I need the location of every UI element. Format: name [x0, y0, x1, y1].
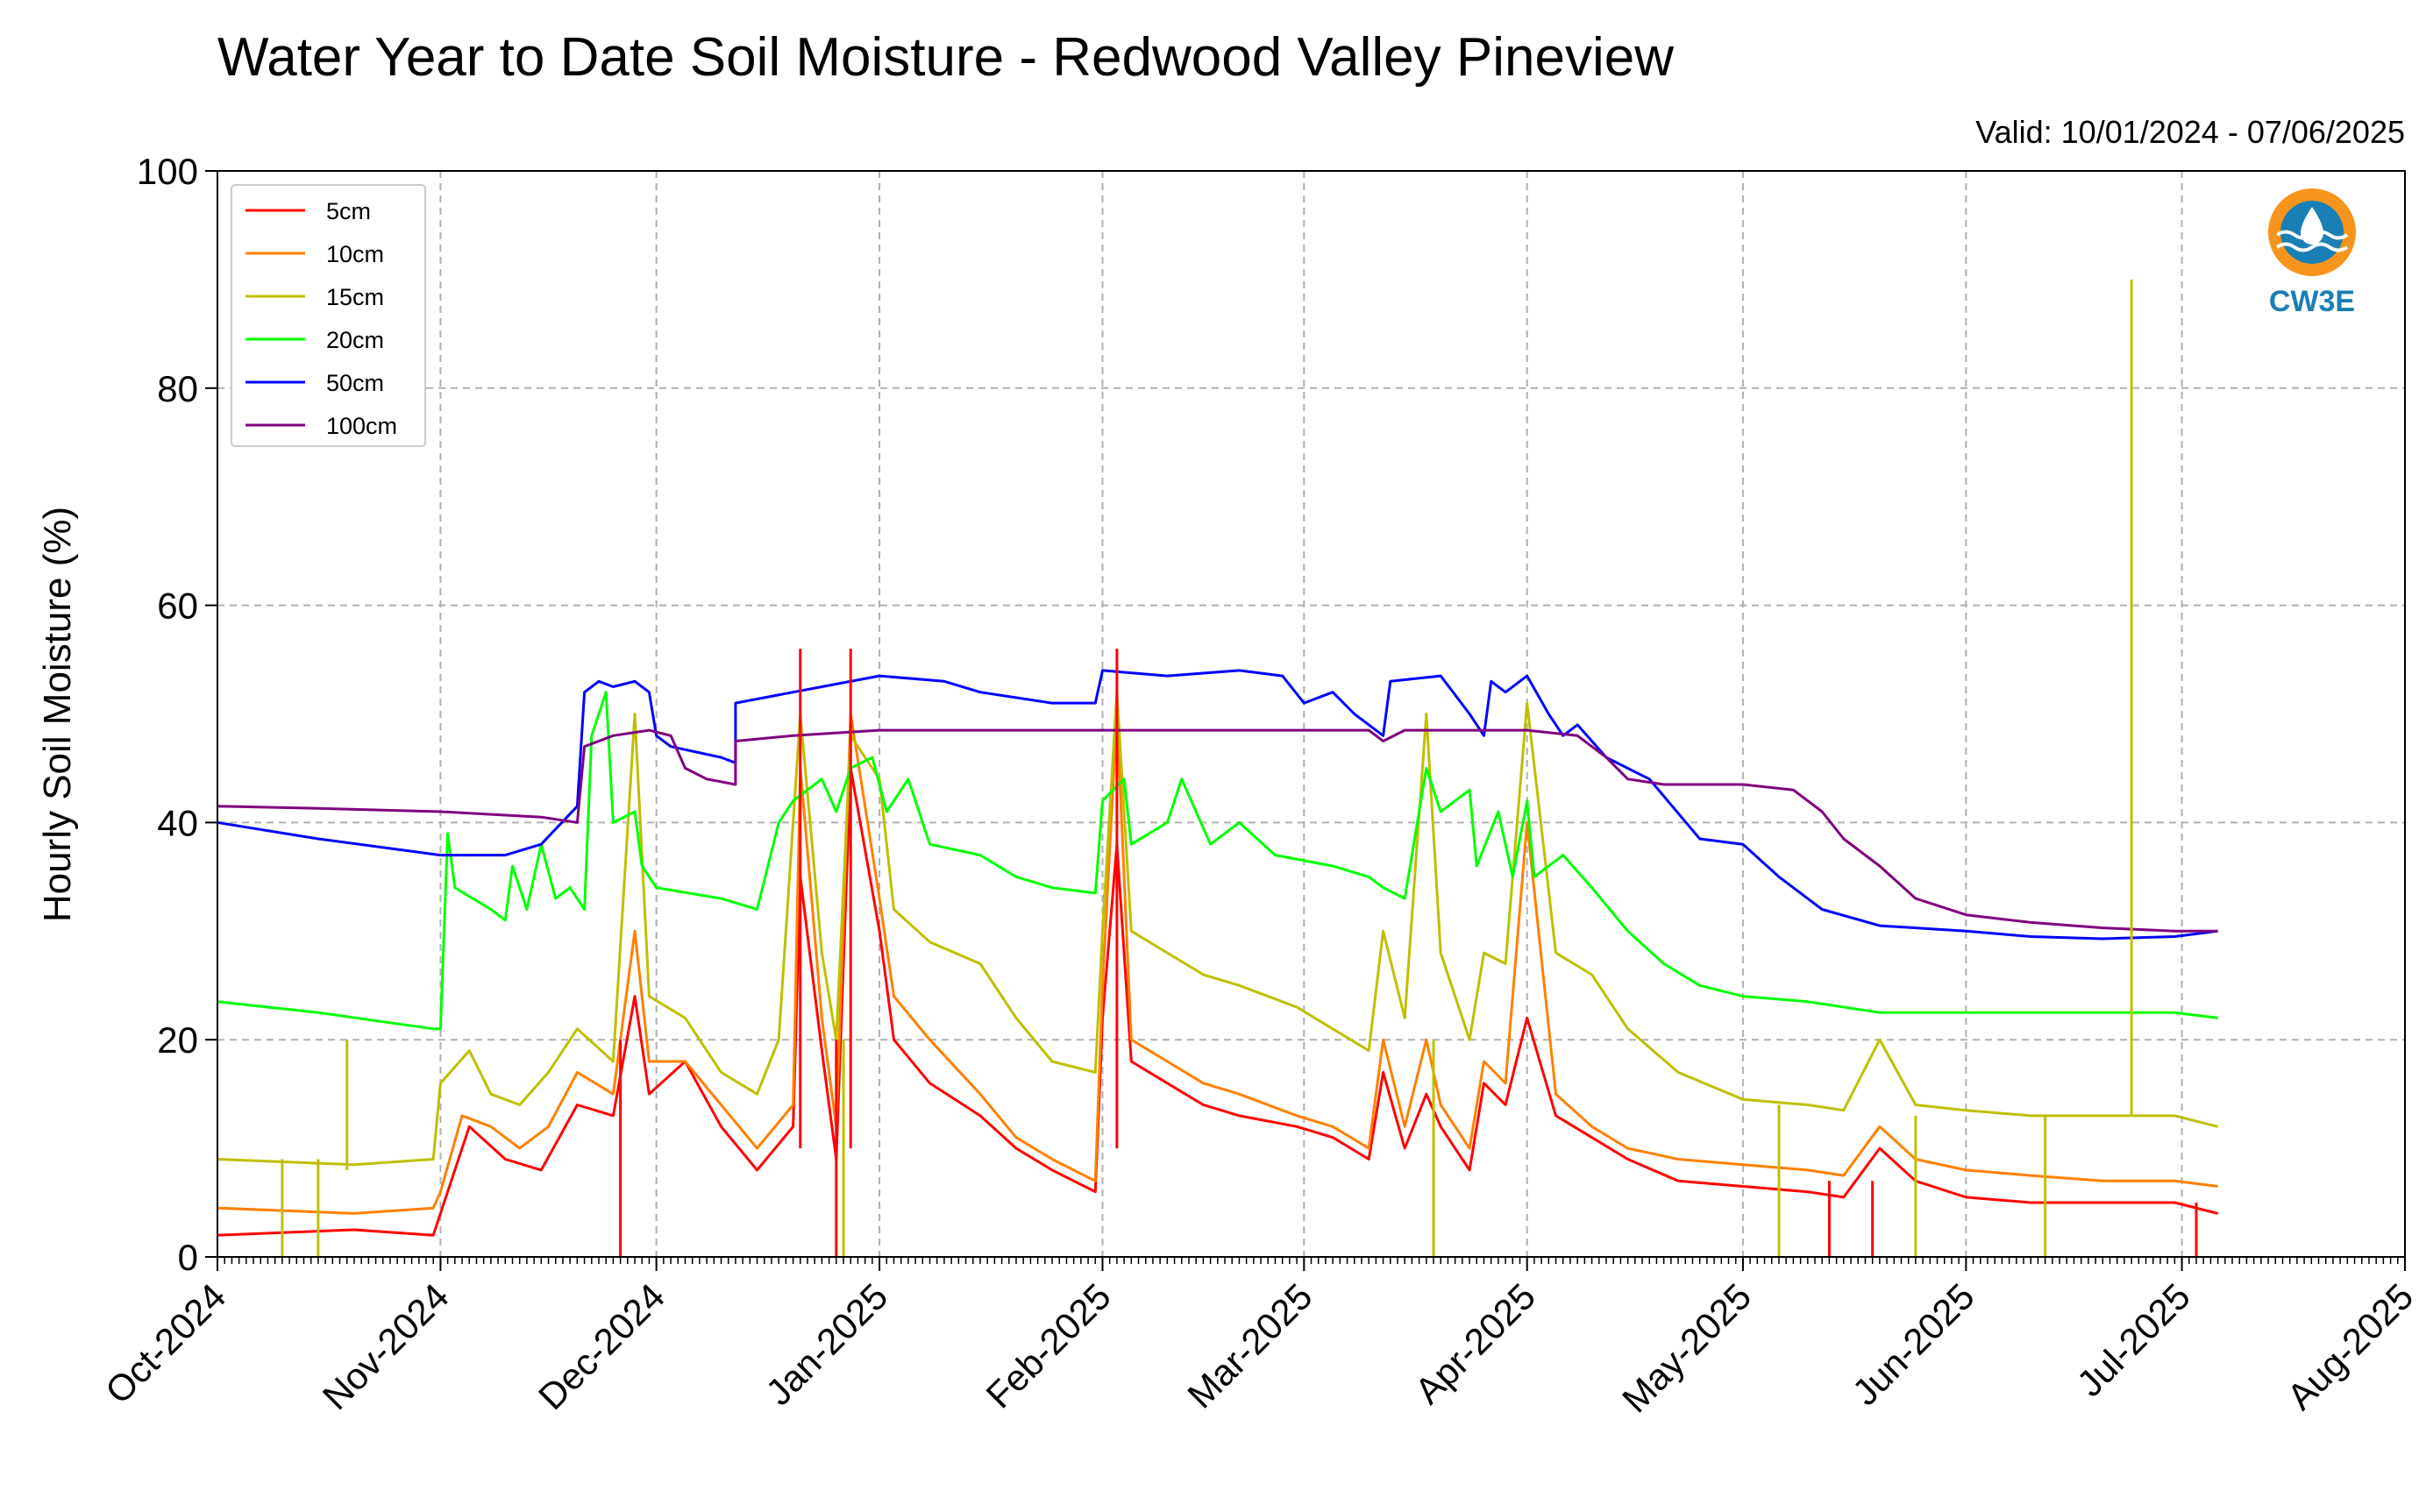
y-tick-label: 40	[157, 802, 198, 843]
legend-label-20cm: 20cm	[326, 327, 384, 353]
grid	[217, 171, 2405, 1257]
y-tick-label: 20	[157, 1019, 198, 1061]
y-tick-label: 0	[178, 1237, 198, 1278]
y-tick-label: 100	[137, 151, 198, 192]
legend-label-50cm: 50cm	[326, 370, 384, 396]
series-line-100cm	[217, 728, 2218, 933]
x-tick-label: Oct-2024	[97, 1275, 233, 1411]
y-tick-label: 60	[157, 586, 198, 627]
legend-label-5cm: 5cm	[326, 198, 371, 224]
y-axis: 0 20 40 60 80 100	[137, 151, 217, 1278]
logo-drop-icon	[2301, 207, 2323, 245]
cw3e-logo: CW3E	[2268, 188, 2356, 318]
x-axis: Oct-2024 Nov-2024 Dec-2024 Jan-2025 Feb-2025…	[97, 1257, 2421, 1420]
legend-label-15cm: 15cm	[326, 284, 384, 310]
series-line-50cm	[217, 669, 2218, 941]
series-line-10cm	[217, 713, 2218, 1215]
chart-title: Water Year to Date Soil Moisture - Redwo…	[217, 27, 1674, 88]
legend-label-100cm: 100cm	[326, 413, 397, 439]
x-tick-label: Jan-2025	[758, 1275, 895, 1413]
x-tick-label: Mar-2025	[1179, 1275, 1320, 1416]
legend: 5cm 10cm 15cm 20cm 50cm 100cm	[231, 184, 426, 447]
chart-subtitle: Valid: 10/01/2024 - 07/06/2025	[1975, 114, 2405, 150]
x-tick-label: Feb-2025	[978, 1275, 1118, 1416]
x-tick-label: Jul-2025	[2069, 1275, 2198, 1404]
series-line-5cm	[217, 766, 2218, 1237]
series-lines	[217, 279, 2218, 1257]
y-axis-label: Hourly Soil Moisture (%)	[36, 507, 79, 922]
legend-label-10cm: 10cm	[326, 241, 384, 267]
x-tick-label: Apr-2025	[1407, 1275, 1543, 1411]
x-tick-label: Nov-2024	[315, 1275, 457, 1417]
series-line-20cm	[217, 691, 2218, 1031]
plot-frame	[217, 170, 2406, 1258]
x-tick-label: Aug-2025	[2279, 1275, 2421, 1417]
series-line-15cm	[217, 691, 2218, 1167]
x-tick-label: May-2025	[1614, 1275, 1759, 1420]
x-tick-label: Dec-2024	[530, 1275, 672, 1417]
x-tick-label: Jun-2025	[1845, 1275, 1982, 1413]
y-tick-label: 80	[157, 368, 198, 409]
logo-text: CW3E	[2269, 285, 2355, 318]
